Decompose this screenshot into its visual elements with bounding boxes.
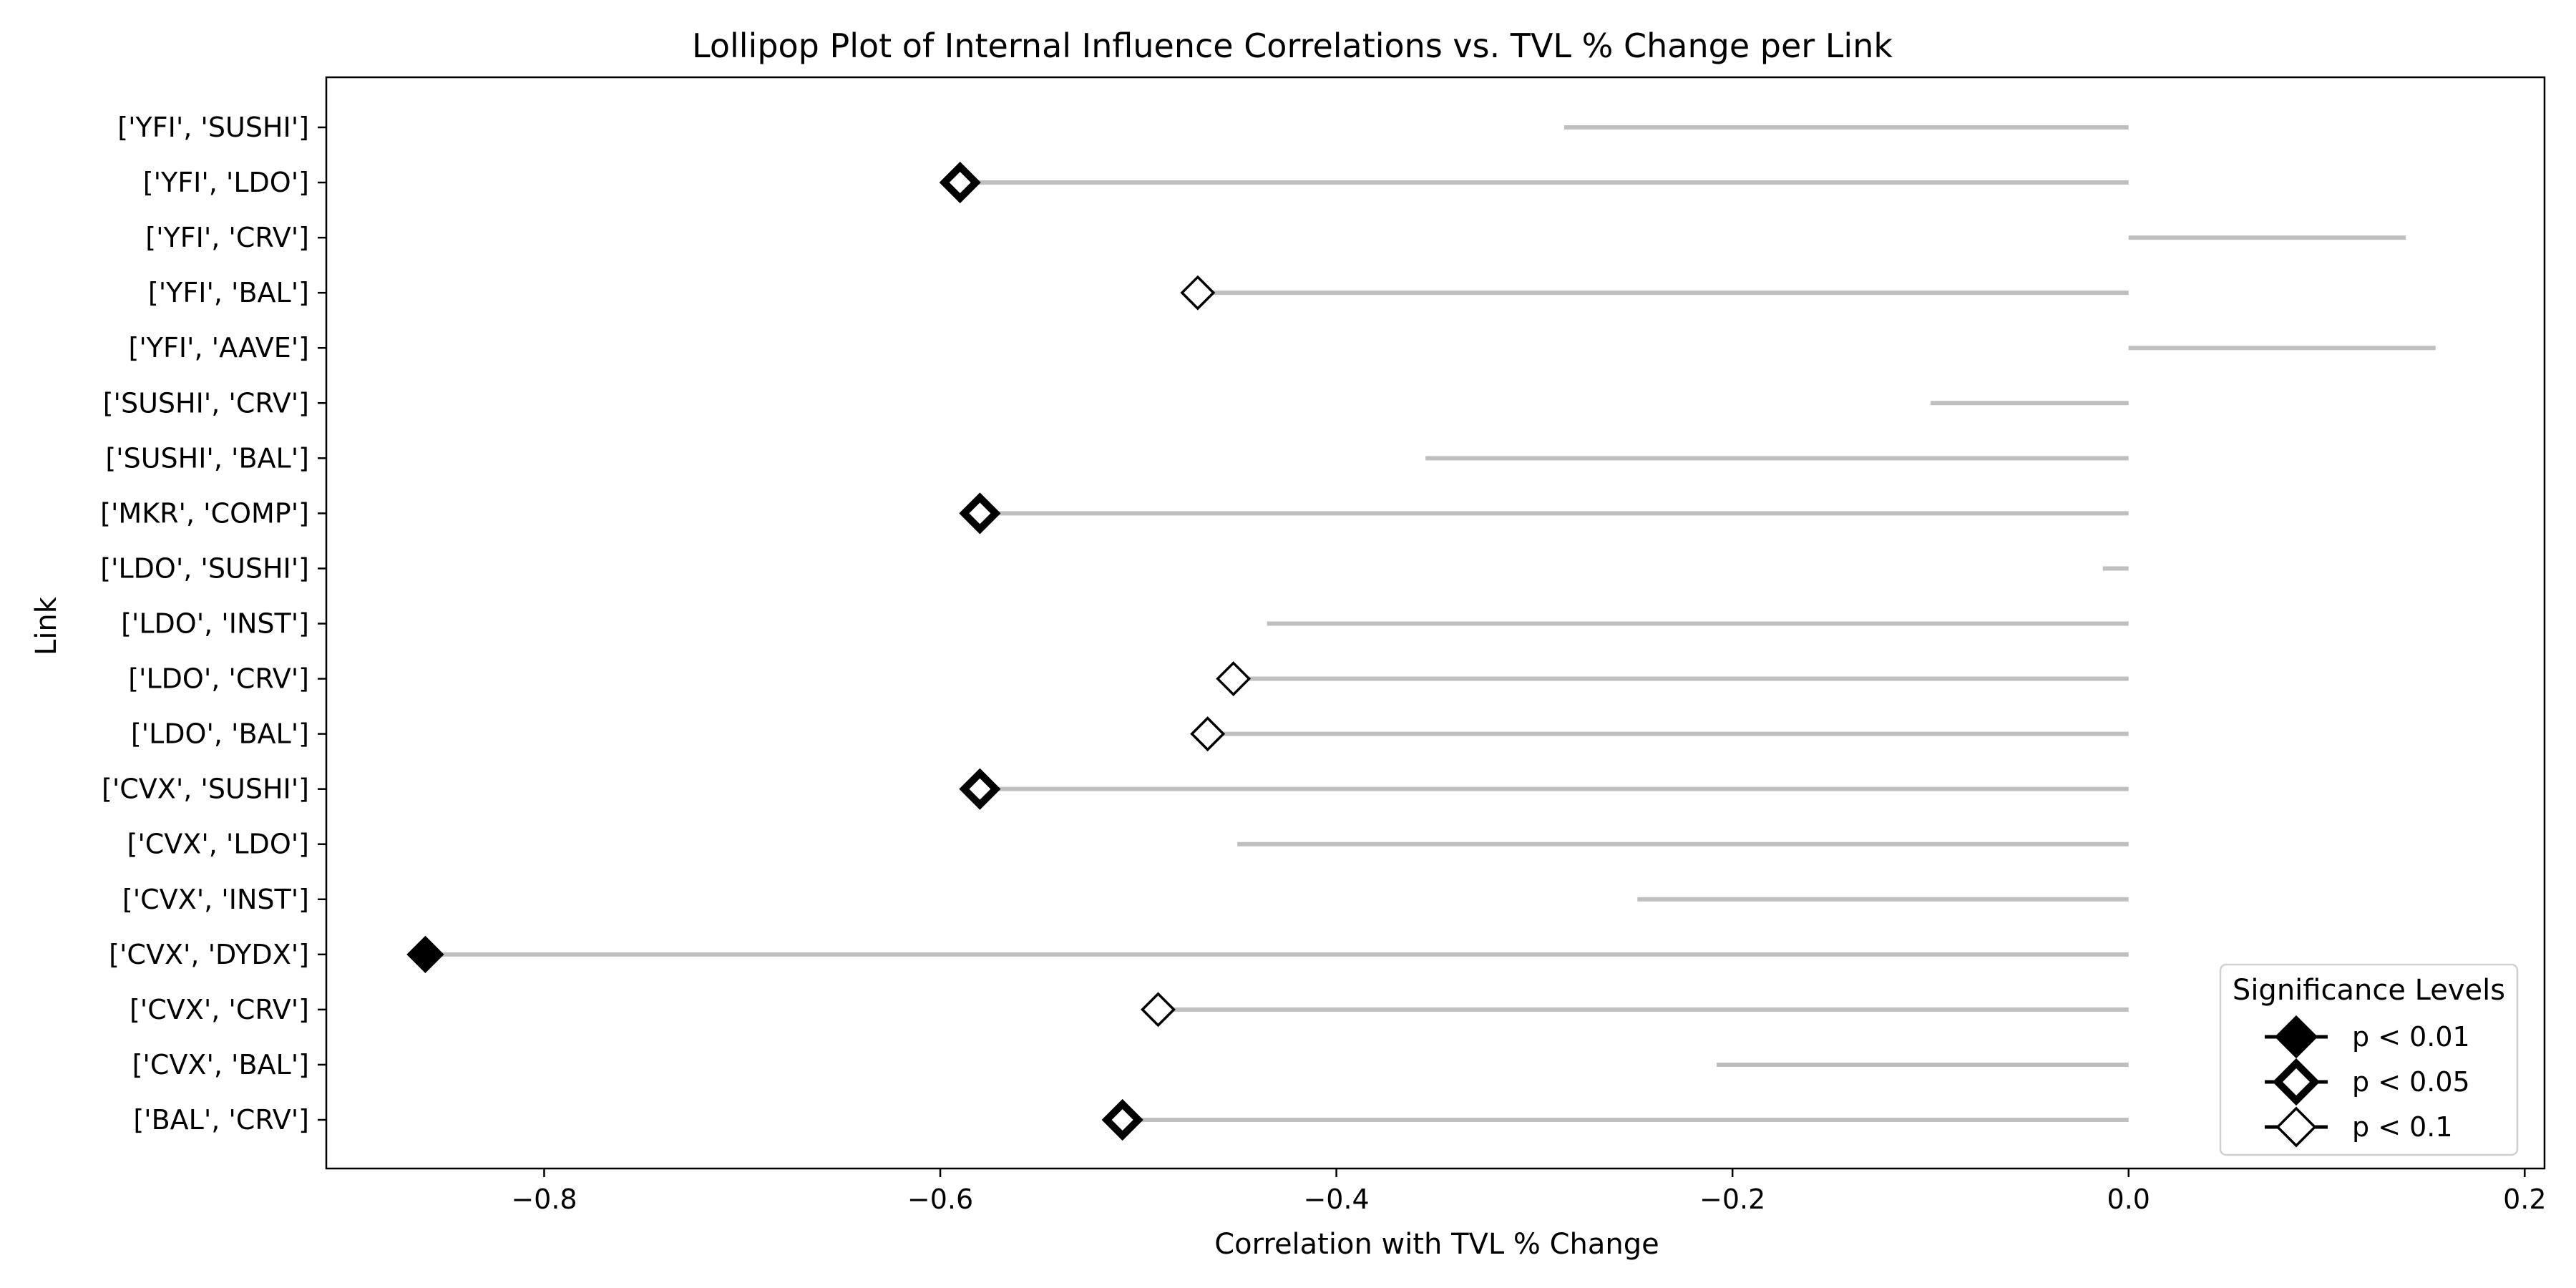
y-tick-label: ['LDO', 'BAL'] [131, 718, 309, 750]
y-tick-label: ['LDO', 'INST'] [121, 608, 309, 640]
significance-marker [1101, 1098, 1143, 1141]
markers-layer [406, 161, 1252, 1141]
stems-layer [425, 125, 2436, 1122]
y-tick-label: ['MKR', 'COMP'] [100, 497, 309, 529]
y-tick-label: ['LDO', 'CRV'] [128, 663, 309, 695]
x-axis-label: Correlation with TVL % Change [1214, 1228, 1659, 1261]
y-tick-label: ['YFI', 'CRV'] [145, 222, 309, 253]
x-tick-label: −0.4 [1303, 1184, 1369, 1215]
x-tick-label: −0.2 [1699, 1184, 1765, 1215]
y-tick-label: ['YFI', 'LDO'] [143, 167, 309, 198]
y-tick-label: ['BAL', 'CRV'] [133, 1104, 309, 1136]
x-tick-label: 0.0 [2107, 1184, 2150, 1215]
y-tick-label: ['YFI', 'BAL'] [148, 277, 309, 308]
significance-marker [406, 935, 444, 973]
y-tick-label: ['CVX', 'INST'] [122, 884, 309, 915]
x-tick-label: −0.6 [907, 1184, 973, 1215]
significance-marker [939, 161, 981, 204]
legend-label: p < 0.05 [2352, 1066, 2470, 1098]
y-tick-label: ['LDO', 'SUSHI'] [100, 552, 309, 584]
significance-marker [959, 768, 1001, 810]
legend-marker [2272, 1058, 2321, 1106]
significance-marker [1190, 716, 1226, 752]
y-tick-label: ['SUSHI', 'BAL'] [105, 442, 309, 474]
legend-marker [2275, 1106, 2317, 1148]
x-tick-label: 0.2 [2503, 1184, 2546, 1215]
legend: Significance Levels p < 0.01 p < 0.05 p < 0… [2219, 963, 2519, 1156]
legend-label: p < 0.1 [2352, 1111, 2453, 1143]
significance-marker [1180, 275, 1216, 311]
legend-title: Significance Levels [2233, 974, 2505, 1007]
x-tick-label: −0.8 [511, 1184, 577, 1215]
y-tick-label: ['CVX', 'CRV'] [130, 994, 309, 1025]
legend-box [2219, 963, 2519, 1156]
y-tick-label: ['CVX', 'LDO'] [127, 829, 310, 860]
y-tick-label: ['YFI', 'AAVE'] [129, 332, 310, 364]
legend-marker [2274, 1015, 2318, 1059]
y-axis-label: Link [30, 596, 63, 655]
legend-label: p < 0.01 [2352, 1021, 2470, 1053]
chart-title: Lollipop Plot of Internal Influence Corr… [692, 26, 1893, 65]
y-axis-ticks: ['YFI', 'SUSHI'] ['YFI', 'LDO'] ['YFI', 'C… [100, 112, 326, 1136]
y-tick-label: ['CVX', 'DYDX'] [109, 939, 309, 970]
x-axis-ticks: −0.8 −0.6 −0.4 −0.2 0.0 0.2 [511, 1169, 2547, 1215]
significance-marker [959, 492, 1001, 535]
y-tick-label: ['YFI', 'SUSHI'] [117, 112, 309, 143]
significance-marker [1216, 661, 1252, 697]
y-tick-label: ['CVX', 'BAL'] [132, 1049, 309, 1080]
y-tick-label: ['CVX', 'SUSHI'] [102, 774, 309, 805]
y-tick-label: ['SUSHI', 'CRV'] [103, 387, 309, 419]
significance-marker [1141, 992, 1176, 1028]
